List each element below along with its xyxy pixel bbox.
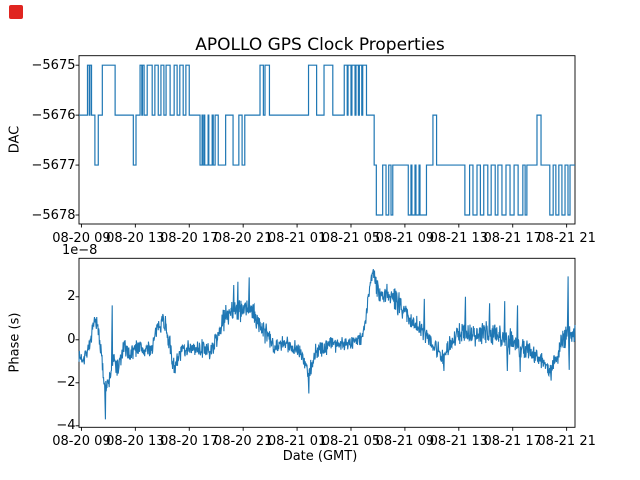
x-tick-label: 08-21 05 [321,433,381,449]
y-tick-label: −4 [56,418,76,434]
y-tick-label: 0 [67,332,76,348]
x-tick-label: 08-20 09 [52,433,111,449]
x-tick-label: 08-20 13 [106,230,165,246]
x-tick-label: 08-21 13 [429,230,489,246]
x-tick-label: 08-21 01 [267,230,327,246]
x-tick-label: 08-20 17 [160,433,219,449]
phase-noise-line [78,269,576,420]
x-tick-label: 08-20 21 [213,230,273,246]
x-tick-label: 08-20 13 [106,433,165,449]
x-tick-label: 08-21 01 [267,433,327,449]
x-tick-label: 08-21 17 [483,230,542,246]
x-tick-label: 08-20 21 [213,433,273,449]
x-tick-label: 08-21 17 [483,433,542,449]
y-tick-label: −5677 [31,157,76,173]
y-tick-label: −5678 [31,207,76,223]
x-tick-label: 08-20 17 [160,230,219,246]
x-tick-label: 08-21 21 [537,433,596,449]
dac-axis-label: DAC [7,125,23,154]
red-corner-marker [9,5,23,19]
x-tick-label: 08-21 09 [375,433,435,449]
y-tick-label: −5676 [31,107,76,123]
dac-step-line [79,64,575,216]
y-tick-label: −2 [56,375,76,391]
y-tick-label: 2 [67,289,76,305]
x-tick-label: 08-21 21 [537,230,596,246]
offset-text: 1e−8 [62,243,98,258]
y-tick-label: −5675 [31,57,76,73]
x-tick-label: 08-21 05 [321,230,381,246]
x-tick-label: 08-20 09 [52,230,111,246]
date-axis-label: Date (GMT) [282,449,358,464]
x-tick-label: 08-21 09 [375,230,435,246]
x-tick-label: 08-21 13 [429,433,489,449]
figure-title: APOLLO GPS Clock Properties [195,35,445,55]
